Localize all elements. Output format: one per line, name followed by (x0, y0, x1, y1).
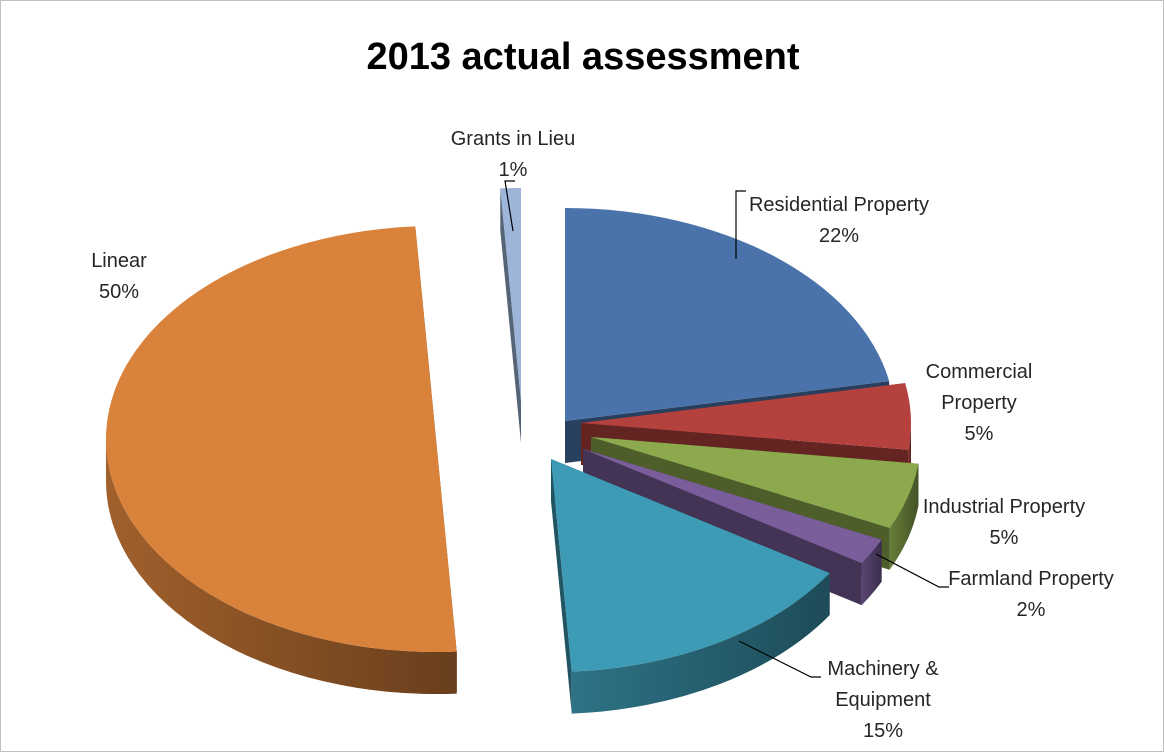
slice-side-shade (861, 539, 882, 606)
chart-title: 2013 actual assessment (366, 36, 799, 78)
slice-top-face (583, 449, 882, 564)
slice-label-line: 2% (1017, 599, 1046, 621)
slice-label: Linear 50% (91, 250, 147, 303)
slice-label-line: 1% (499, 159, 528, 181)
slice-side-shade (571, 573, 830, 714)
slice-cut-face (500, 188, 521, 443)
pie-slice-linear (105, 226, 457, 695)
slice-top-face (591, 437, 919, 528)
slice-label-line: 15% (863, 720, 903, 742)
slice-label-line: Grants in Lieu (451, 128, 576, 150)
slice-top-face (500, 188, 521, 401)
slice-label: Farmland Property 2% (948, 568, 1114, 621)
slice-label-line: Equipment (835, 689, 931, 711)
pie-slice-farmland-property (583, 449, 882, 606)
slice-label-line: Commercial (926, 361, 1033, 383)
pie-slice-machinery-equipment (551, 459, 830, 714)
leader-line (738, 640, 821, 678)
slice-side-shade (106, 439, 457, 695)
leader-line (504, 180, 515, 232)
leader-line (875, 553, 949, 588)
slice-label-line: 5% (965, 423, 994, 445)
slice-cut-face (551, 459, 572, 714)
slice-side-shade (889, 463, 919, 570)
slice-label-line: Farmland Property (948, 568, 1114, 590)
slice-label-line: Industrial Property (923, 496, 1085, 518)
slice-label: Residential Property 22% (749, 194, 929, 247)
slice-label-line: Property (941, 392, 1017, 414)
slice-label-line: Linear (91, 250, 147, 272)
slice-label-line: 22% (819, 225, 859, 247)
slice-label: Machinery & Equipment 15% (827, 658, 939, 742)
slice-top-face (565, 208, 890, 421)
slice-label: Commercial Property 5% (926, 361, 1033, 445)
slice-top-face (551, 459, 830, 672)
slice-label-line: Machinery & (827, 658, 939, 680)
slice-top-face (105, 226, 457, 653)
slice-label: Grants in Lieu 1% (451, 128, 576, 181)
slice-label: Industrial Property 5% (923, 496, 1085, 549)
slice-label-line: 50% (99, 281, 139, 303)
slice-top-face (581, 383, 911, 450)
slice-label-line: 5% (990, 527, 1019, 549)
pie-slice-grants-in-lieu (500, 188, 521, 443)
leader-line (735, 190, 746, 259)
slice-label-line: Residential Property (749, 194, 929, 216)
